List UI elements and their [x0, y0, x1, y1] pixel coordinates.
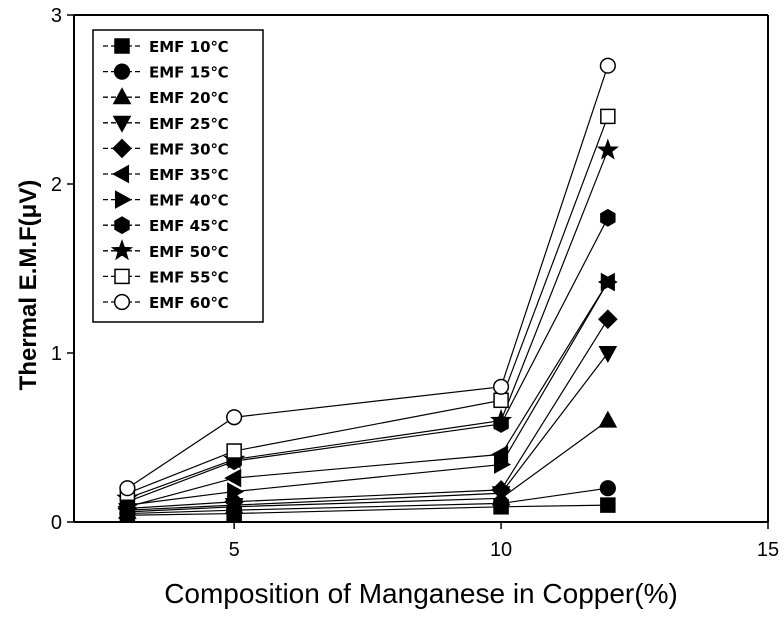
- data-point: [492, 378, 510, 395]
- legend-marker: [112, 87, 132, 105]
- data-point: [491, 445, 509, 464]
- data-point: [493, 392, 509, 409]
- y-tick-label: 1: [51, 343, 62, 365]
- series-markers: [116, 57, 619, 523]
- x-axis-label: Composition of Manganese in Copper(%): [164, 578, 678, 609]
- data-point: [598, 410, 618, 428]
- series-line: [127, 65, 609, 489]
- data-point: [494, 455, 512, 474]
- series-lines: [127, 65, 609, 516]
- series-line: [127, 487, 608, 515]
- series-line: [127, 504, 608, 516]
- legend-label: EMF 15℃: [149, 64, 229, 82]
- series-line: [127, 281, 609, 506]
- legend-marker: [112, 115, 132, 133]
- series-line: [127, 318, 609, 510]
- y-axis-label: Thermal E.M.F(μV): [15, 180, 42, 391]
- x-ticks: 5 10 15: [229, 522, 779, 561]
- series-line: [127, 420, 609, 513]
- legend: EMF 10℃ EMF 15℃ EMF 20℃ EMF 25℃ EMF 30℃ EMF 3…: [92, 29, 264, 323]
- legend-marker: [114, 216, 130, 235]
- data-point: [598, 345, 618, 363]
- series-line: [127, 217, 609, 503]
- legend-label: EMF 20℃: [149, 89, 229, 107]
- x-tick-label: 15: [757, 539, 779, 561]
- series-line: [127, 281, 609, 508]
- x-tick-label: 5: [229, 539, 240, 561]
- legend-label: EMF 25℃: [149, 115, 229, 133]
- series-line: [127, 116, 609, 494]
- plot-frame: [73, 14, 769, 523]
- data-point: [600, 497, 616, 513]
- data-point: [226, 443, 242, 459]
- legend-marker: [114, 268, 130, 285]
- data-point: [600, 208, 616, 227]
- legend-marker: [112, 164, 130, 184]
- legend-marker: [112, 138, 132, 159]
- legend-marker: [113, 293, 131, 311]
- data-point: [491, 480, 511, 500]
- series-line: [127, 352, 609, 511]
- data-point: [224, 468, 242, 488]
- data-point: [599, 57, 616, 74]
- data-point: [119, 480, 136, 497]
- data-point: [596, 138, 619, 160]
- y-tick-label: 3: [51, 5, 62, 27]
- legend-marker: [114, 190, 132, 209]
- legend-label: EMF 40℃: [149, 192, 229, 210]
- legend-label: EMF 45℃: [149, 217, 229, 235]
- y-tick-label: 0: [51, 512, 62, 534]
- legend-marker: [110, 239, 134, 261]
- legend-label: EMF 55℃: [149, 268, 229, 286]
- legend-label: EMF 10℃: [149, 38, 229, 56]
- y-tick-label: 2: [51, 174, 62, 196]
- data-point: [600, 272, 618, 292]
- legend-label: EMF 30℃: [149, 140, 229, 158]
- data-point: [226, 409, 243, 426]
- data-point: [489, 408, 513, 431]
- legend-label: EMF 60℃: [149, 294, 229, 312]
- legend-marker: [114, 38, 130, 54]
- data-point: [227, 482, 245, 501]
- data-point: [599, 480, 616, 497]
- series-line: [127, 149, 609, 499]
- y-ticks: 0 1 2 3: [51, 5, 74, 534]
- data-point: [600, 108, 616, 125]
- x-tick-label: 10: [490, 539, 512, 561]
- legend-label: EMF 50℃: [149, 243, 229, 261]
- legend-label: EMF 35℃: [149, 166, 229, 184]
- legend-marker: [113, 63, 131, 80]
- data-point: [598, 309, 618, 330]
